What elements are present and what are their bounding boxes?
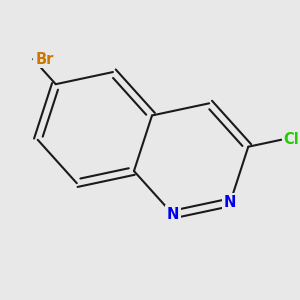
Text: N: N: [167, 207, 179, 222]
Text: Br: Br: [35, 52, 54, 67]
Text: N: N: [224, 195, 236, 210]
Text: Cl: Cl: [283, 132, 299, 147]
